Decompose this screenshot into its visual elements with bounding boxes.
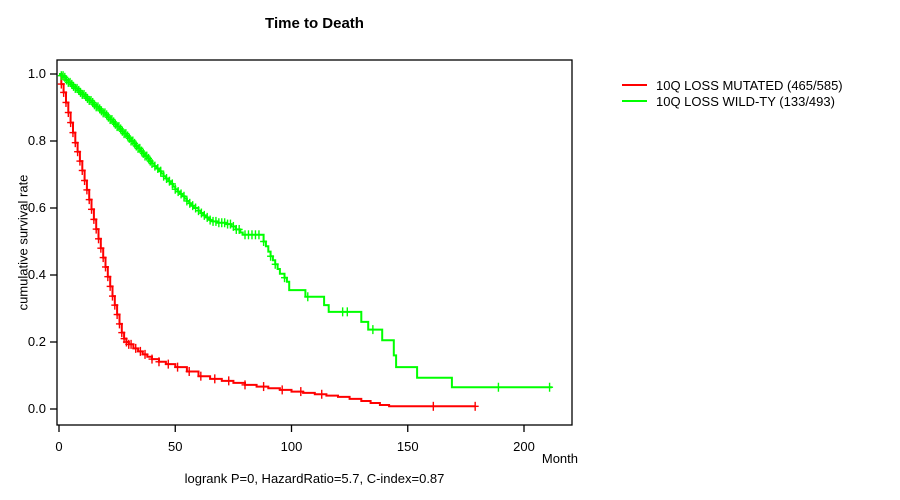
plot-frame (56, 59, 573, 426)
x-tick-label: 50 (168, 439, 183, 454)
stats-footnote: logrank P=0, HazardRatio=5.7, C-index=0.… (184, 471, 445, 486)
survival-curve-wildtype (59, 73, 552, 389)
legend-item-mutated: 10Q LOSS MUTATED (465/585) (622, 77, 843, 93)
y-tick-label: 1.0 (27, 66, 46, 81)
legend-line-red-icon (622, 84, 647, 86)
y-tick-label: 0.6 (27, 200, 46, 215)
legend: 10Q LOSS MUTATED (465/585) 10Q LOSS WILD… (622, 77, 843, 109)
x-tick-label: 200 (513, 439, 535, 454)
x-tick-label: 0 (55, 439, 63, 454)
page-title: Time to Death (265, 15, 364, 32)
legend-line-green-icon (622, 100, 647, 102)
x-axis-label: Month (541, 451, 578, 466)
x-tick-label: 150 (396, 439, 419, 454)
x-tick-label: 100 (280, 439, 303, 454)
y-tick-label: 0.2 (27, 334, 46, 349)
y-tick-label: 0.8 (27, 133, 46, 148)
y-tick-label: 0.0 (27, 401, 46, 416)
survival-curve-mutated (59, 73, 476, 408)
legend-label-wildtype: 10Q LOSS WILD-TY (133/493) (656, 93, 835, 109)
legend-item-wildtype: 10Q LOSS WILD-TY (133/493) (622, 93, 843, 109)
legend-label-mutated: 10Q LOSS MUTATED (465/585) (656, 77, 843, 93)
y-tick-label: 0.4 (27, 267, 46, 282)
